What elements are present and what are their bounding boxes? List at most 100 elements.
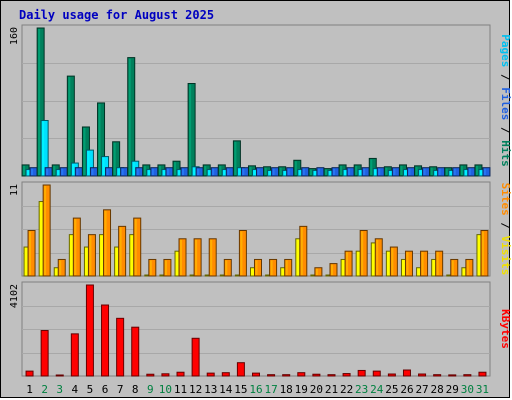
sites-bar-highlight: [406, 252, 409, 275]
hits-bar-highlight: [113, 142, 116, 175]
sites-bar: [299, 225, 308, 277]
hits-bar-highlight: [460, 165, 463, 175]
x-tick-label: 8: [132, 383, 139, 396]
hits-bar-highlight: [53, 165, 56, 175]
sites-bar-highlight: [164, 260, 167, 275]
x-tick-label: 6: [102, 383, 109, 396]
visits-bar-highlight: [130, 235, 133, 275]
sites-bar-highlight: [240, 231, 243, 275]
visits-bar-highlight: [251, 268, 254, 275]
legend-separator: /: [499, 120, 512, 140]
pages-bar-highlight: [332, 168, 335, 175]
sites-bar-highlight: [195, 239, 198, 275]
hits-bar-highlight: [279, 167, 282, 175]
kbytes-bar: [267, 374, 276, 377]
x-tick-label: 9: [147, 383, 154, 396]
kbytes-bar-highlight: [102, 306, 105, 375]
pages-bar-highlight: [106, 168, 109, 175]
hits-bar-highlight: [340, 165, 343, 175]
sites-bar: [42, 184, 51, 277]
sites-bar-highlight: [300, 227, 303, 275]
pages-bar-highlight: [423, 168, 426, 175]
sites-bar-highlight: [225, 260, 228, 275]
hits-bar-highlight: [174, 162, 177, 175]
visits-bar-highlight: [25, 248, 28, 275]
side-legend: Sites / Visits: [499, 183, 512, 276]
kbytes-bar-highlight: [238, 363, 241, 375]
files-bar-highlight: [27, 170, 30, 175]
kbytes-bar: [25, 370, 34, 377]
kbytes-bar: [101, 304, 110, 377]
x-tick-label: 14: [219, 383, 233, 396]
sites-bar-highlight: [210, 239, 213, 275]
hits-bar-highlight: [264, 167, 267, 175]
sites-bar-highlight: [149, 260, 152, 275]
files-bar-highlight: [253, 170, 256, 175]
kbytes-bar-highlight: [479, 373, 482, 375]
pages-bar-highlight: [76, 168, 79, 175]
hits-bar-highlight: [324, 169, 327, 175]
sites-bar: [148, 258, 157, 277]
sites-bar-highlight: [270, 260, 273, 275]
kbytes-bar: [282, 374, 291, 377]
sites-bar: [133, 217, 142, 277]
kbytes-bar: [40, 330, 49, 377]
side-legend: KBytes: [499, 309, 512, 349]
sites-bar: [223, 258, 232, 277]
kbytes-bar-highlight: [193, 339, 196, 375]
visits-bar-highlight: [281, 268, 284, 275]
sites-bar: [420, 250, 429, 277]
sites-bar-highlight: [391, 248, 394, 275]
sites-bar: [269, 258, 278, 277]
legend-files: Files: [499, 87, 512, 120]
chart-title: Daily usage for August 2025: [19, 8, 214, 22]
x-tick-label: 15: [234, 383, 247, 396]
chart-panel-1: 160 Pages / Files / Hits: [9, 24, 512, 177]
files-bar-highlight: [178, 170, 181, 175]
sites-bar-highlight: [330, 264, 333, 275]
visits-bar-highlight: [342, 260, 345, 275]
pages-bar-highlight: [348, 168, 351, 175]
hits-bar-highlight: [294, 161, 297, 175]
sites-bar: [329, 263, 338, 277]
kbytes-bar-highlight: [178, 373, 181, 375]
files-bar-highlight: [313, 171, 316, 175]
kbytes-bar: [387, 373, 396, 377]
visits-bar-highlight: [357, 252, 360, 275]
files-bar-highlight: [238, 168, 241, 175]
kbytes-bar-highlight: [87, 286, 90, 375]
files-bar-highlight: [147, 170, 150, 175]
visits-bar-highlight: [462, 268, 465, 275]
kbytes-bar: [312, 373, 321, 377]
x-tick-label: 12: [189, 383, 202, 396]
kbytes-bar-highlight: [208, 374, 211, 375]
x-tick-label: 2: [41, 383, 48, 396]
sites-bar: [344, 250, 353, 277]
kbytes-bar: [327, 374, 336, 377]
sites-bar: [314, 267, 323, 277]
hits-bar-highlight: [219, 165, 222, 175]
legend-hits: Hits: [499, 140, 512, 167]
pages-bar-highlight: [257, 168, 260, 175]
hits-bar-highlight: [249, 166, 252, 175]
kbytes-bar: [191, 337, 200, 377]
sites-bar: [480, 230, 489, 277]
files-bar-highlight: [434, 171, 437, 175]
hits-bar-highlight: [234, 141, 237, 175]
pages-bar-highlight: [121, 168, 124, 175]
kbytes-bar: [116, 317, 125, 377]
x-tick-label: 7: [117, 383, 124, 396]
hits-bar-highlight: [128, 58, 131, 175]
x-tick-label: 29: [446, 383, 459, 396]
kbytes-bar: [85, 284, 94, 377]
files-bar-highlight: [42, 121, 45, 175]
sites-bar: [193, 238, 202, 277]
legend-separator: /: [499, 216, 512, 236]
kbytes-bar: [402, 369, 411, 377]
sites-bar-highlight: [180, 239, 183, 275]
x-tick-label: 22: [340, 383, 353, 396]
hits-bar-highlight: [189, 84, 192, 175]
visits-bar-highlight: [70, 235, 73, 275]
kbytes-bar: [342, 373, 351, 377]
x-tick-label: 26: [400, 383, 413, 396]
